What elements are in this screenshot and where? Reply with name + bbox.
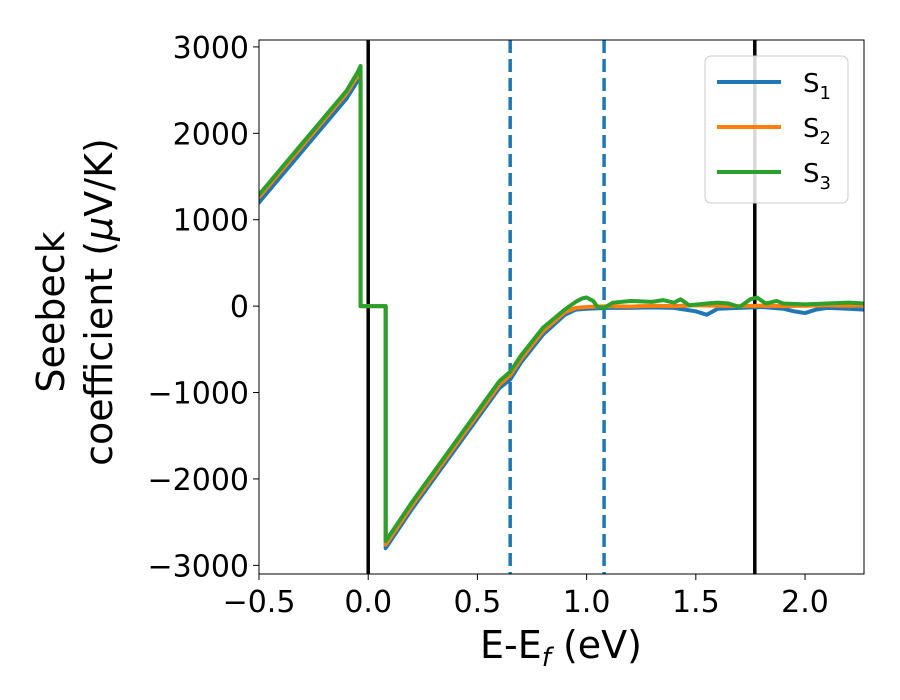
legend-label: S3 (803, 159, 831, 194)
x-tick-label: 1.5 (672, 585, 720, 620)
x-tick-label: 1.0 (563, 585, 611, 620)
legend-label: S1 (803, 69, 831, 104)
y-tick-label: 2000 (173, 117, 249, 152)
legend-box (704, 55, 849, 204)
x-tick-label: 0.0 (344, 585, 392, 620)
x-tick-label: 2.0 (781, 585, 829, 620)
y-tick-label: −2000 (148, 463, 249, 498)
series-line-s3 (259, 63, 864, 544)
series-layer (259, 63, 864, 551)
legend-entries: S1 S2 S3 (717, 69, 831, 194)
y-tick-label: 1000 (173, 204, 249, 239)
legend-label: S2 (803, 114, 831, 149)
y-axis-label-line1: Seebeck (29, 231, 73, 392)
plot-frame (258, 39, 865, 575)
legend: S1 S2 S3 (704, 55, 849, 204)
y-tick-label: −3000 (148, 549, 249, 584)
y-tick-label: −1000 (148, 377, 249, 412)
y-axis-label-line2: coefficient (μV/K) (77, 138, 121, 466)
y-tick-label: 0 (230, 290, 249, 325)
x-tick-label: −0.5 (223, 585, 296, 620)
x-axis-ticks: −0.5 0.0 0.5 1.0 1.5 2.0 (223, 574, 829, 620)
x-axis-label: E-Ef (eV) (480, 623, 642, 673)
y-tick-label: 3000 (173, 31, 249, 66)
x-tick-label: 0.5 (454, 585, 502, 620)
y-axis-ticks: −3000 −2000 −1000 0 1000 2000 3000 (148, 31, 259, 584)
